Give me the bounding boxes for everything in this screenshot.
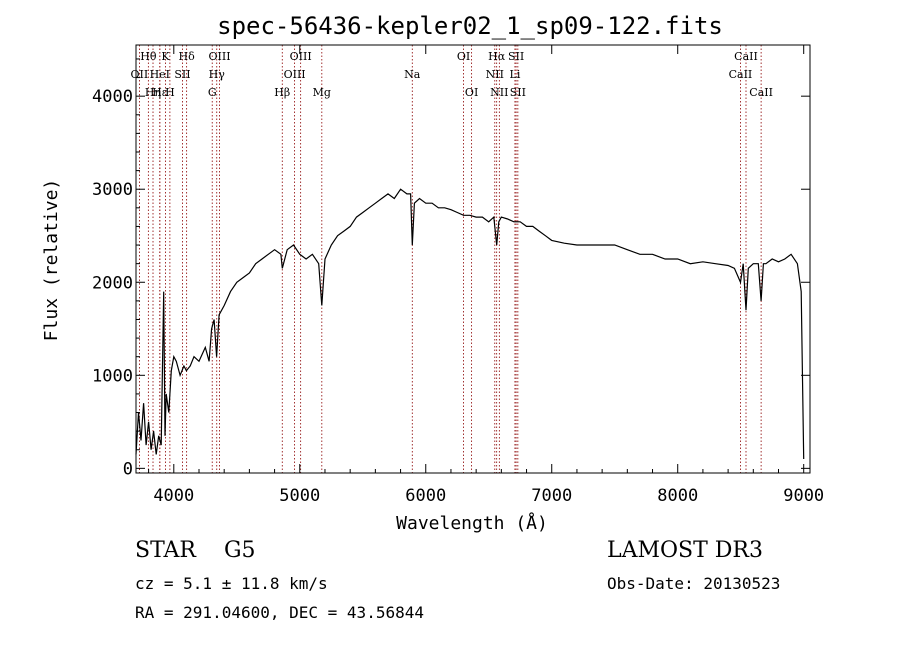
coordinates-readout: RA = 291.04600, DEC = 43.56844 — [135, 603, 424, 622]
x-tick-label-0: 4000 — [153, 486, 194, 506]
line-label-17: OI — [457, 50, 470, 63]
line-label-14: OIII — [284, 68, 306, 81]
line-label-19: Hα — [488, 50, 506, 63]
survey-name: LAMOST DR3 — [607, 538, 763, 563]
line-label-5: HeI — [150, 68, 170, 81]
y-tick-label-2: 2000 — [92, 273, 133, 293]
line-label-3: Hε — [152, 86, 168, 99]
line-label-11: G — [208, 86, 217, 99]
line-label-26: CaII — [729, 68, 753, 81]
line-label-10: Hγ — [209, 68, 226, 81]
line-label-23: Li — [510, 68, 521, 81]
spectral-line-markers — [139, 45, 762, 473]
object-subclass: G5 — [223, 538, 256, 563]
line-label-13: OIII — [290, 50, 312, 63]
line-label-8: SII — [174, 68, 190, 81]
x-tick-label-5: 9000 — [783, 486, 824, 506]
line-label-15: Mg — [313, 86, 331, 99]
line-label-4: K — [161, 50, 170, 63]
line-label-18: OI — [465, 86, 478, 99]
line-label-20: NII — [486, 68, 504, 81]
line-label-27: CaII — [749, 86, 773, 99]
x-axis-label: Wavelength (Å) — [396, 512, 548, 534]
spectrum-chart: spec-56436-kepler02_1_sp09-122.fits Hθ OI… — [41, 12, 824, 534]
y-tick-label-1: 1000 — [92, 366, 133, 386]
line-label-12: Hβ — [274, 86, 290, 99]
line-label-6: H — [165, 86, 175, 99]
object-class-line: STAR G5 — [135, 538, 256, 563]
x-tick-label-1: 5000 — [279, 486, 320, 506]
x-tick-label-3: 7000 — [531, 486, 572, 506]
x-tick-label-4: 8000 — [657, 486, 698, 506]
line-label-24: SII — [510, 86, 526, 99]
x-tick-label-2: 6000 — [405, 486, 446, 506]
axis-ticks: 4000 5000 6000 7000 8000 9000 0 1000 2000 3000 400… — [92, 45, 824, 506]
chart-title: spec-56436-kepler02_1_sp09-122.fits — [217, 12, 723, 40]
line-label-7: Hδ — [179, 50, 196, 63]
object-class: STAR — [135, 538, 196, 563]
line-label-2: Hη — [145, 86, 161, 99]
line-label-21: NII — [490, 86, 508, 99]
y-tick-label-3: 3000 — [92, 180, 133, 200]
plot-frame — [135, 44, 811, 474]
line-label-16: Na — [404, 68, 421, 81]
line-label-9: OIII — [208, 50, 230, 63]
line-label-1: OII — [131, 68, 149, 81]
redshift-readout: cz = 5.1 ± 11.8 km/s — [135, 574, 328, 593]
observation-date: Obs-Date: 20130523 — [607, 574, 781, 593]
spectrum-line — [135, 188, 805, 460]
line-label-0: Hθ — [140, 50, 157, 63]
line-label-22: SII — [508, 50, 524, 63]
line-label-25: CaII — [734, 50, 758, 63]
y-tick-label-4: 4000 — [92, 87, 133, 107]
y-tick-label-0: 0 — [123, 459, 133, 479]
y-axis-label: Flux (relative) — [41, 179, 62, 342]
